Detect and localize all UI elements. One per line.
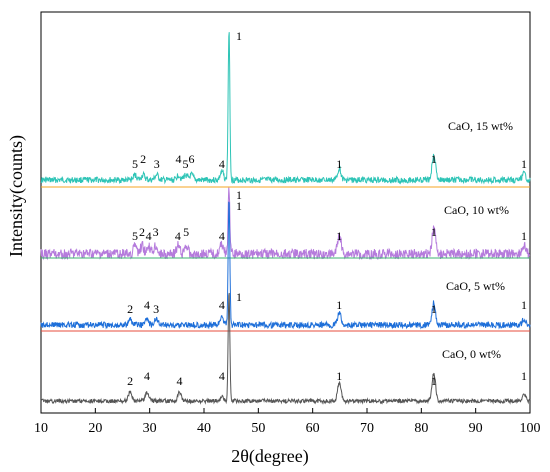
peak-label: 1 (336, 229, 342, 243)
peak-label: 1 (431, 302, 437, 316)
peak-label: 1 (431, 152, 437, 166)
x-tick-label: 60 (306, 421, 320, 436)
peak-label: 1 (431, 225, 437, 239)
x-tick-label: 20 (88, 421, 102, 436)
x-tick-label: 50 (251, 421, 265, 436)
x-axis: 10 20 30 40 50 60 70 80 90 100 (34, 408, 541, 436)
peak-label: 4 (144, 298, 150, 312)
peak-label: 2 (140, 152, 146, 166)
peak-label: 4 (219, 229, 225, 243)
peak-label: 4 (144, 369, 150, 383)
y-axis-title: Intensity(counts) (6, 135, 27, 257)
peak-label: 4 (175, 152, 181, 166)
peak-label: 6 (189, 152, 195, 166)
peak-label: 1 (236, 188, 242, 202)
peak-label: 5 (183, 157, 189, 171)
peak-label: 2 (139, 225, 145, 239)
series-line (40, 32, 531, 185)
peak-label: 3 (154, 157, 160, 171)
series-name-label: CaO, 5 wt% (446, 279, 505, 293)
x-tick-label: 90 (469, 421, 483, 436)
peak-label: 4 (175, 229, 181, 243)
peak-label: 1 (521, 369, 527, 383)
peak-label: 1 (236, 290, 242, 304)
x-tick-label: 10 (34, 421, 48, 436)
peak-label: 5 (183, 225, 189, 239)
x-tick-label: 80 (414, 421, 428, 436)
peak-label: 1 (236, 29, 242, 43)
x-axis-title: 2θ(degree) (231, 446, 309, 467)
x-tick-label: 70 (360, 421, 374, 436)
x-tick-label: 30 (143, 421, 157, 436)
peak-label: 3 (153, 225, 159, 239)
peak-label: 1 (521, 298, 527, 312)
peak-label: 1 (336, 298, 342, 312)
peak-label: 4 (219, 298, 225, 312)
peak-label: 1 (336, 157, 342, 171)
peak-labels: 5 2 3 4 5 6 411 1 15 2 4 3 4 5 411 1 12 4 3 411 1 12 4 4 411 1 1 (127, 29, 527, 388)
peak-label: 2 (127, 302, 133, 316)
series-line (40, 292, 531, 405)
peak-label: 2 (127, 374, 133, 388)
peak-label: 1 (431, 374, 437, 388)
series-name-label: CaO, 0 wt% (442, 347, 501, 361)
peak-label: 3 (153, 302, 159, 316)
peak-label: 5 (132, 157, 138, 171)
plot-frame (40, 11, 531, 414)
peak-label: 1 (236, 199, 242, 213)
x-tick-label: 100 (520, 421, 541, 436)
peak-label: 4 (177, 374, 183, 388)
plot-area (40, 11, 531, 414)
peak-label: 4 (146, 229, 152, 243)
series-line (40, 201, 531, 330)
peak-label: 1 (521, 229, 527, 243)
series-name-label: CaO, 15 wt% (448, 119, 513, 133)
peak-label: 4 (219, 369, 225, 383)
xrd-curves (40, 32, 531, 405)
x-tick-label: 40 (197, 421, 211, 436)
series-line (40, 187, 531, 261)
series-name-label: CaO, 10 wt% (444, 203, 509, 217)
peak-label: 1 (336, 369, 342, 383)
peak-label: 5 (132, 229, 138, 243)
peak-label: 1 (521, 157, 527, 171)
peak-label: 4 (219, 157, 225, 171)
series-labels: CaO, 15 wt% CaO, 10 wt% CaO, 5 wt% CaO, 0 w… (442, 119, 513, 361)
